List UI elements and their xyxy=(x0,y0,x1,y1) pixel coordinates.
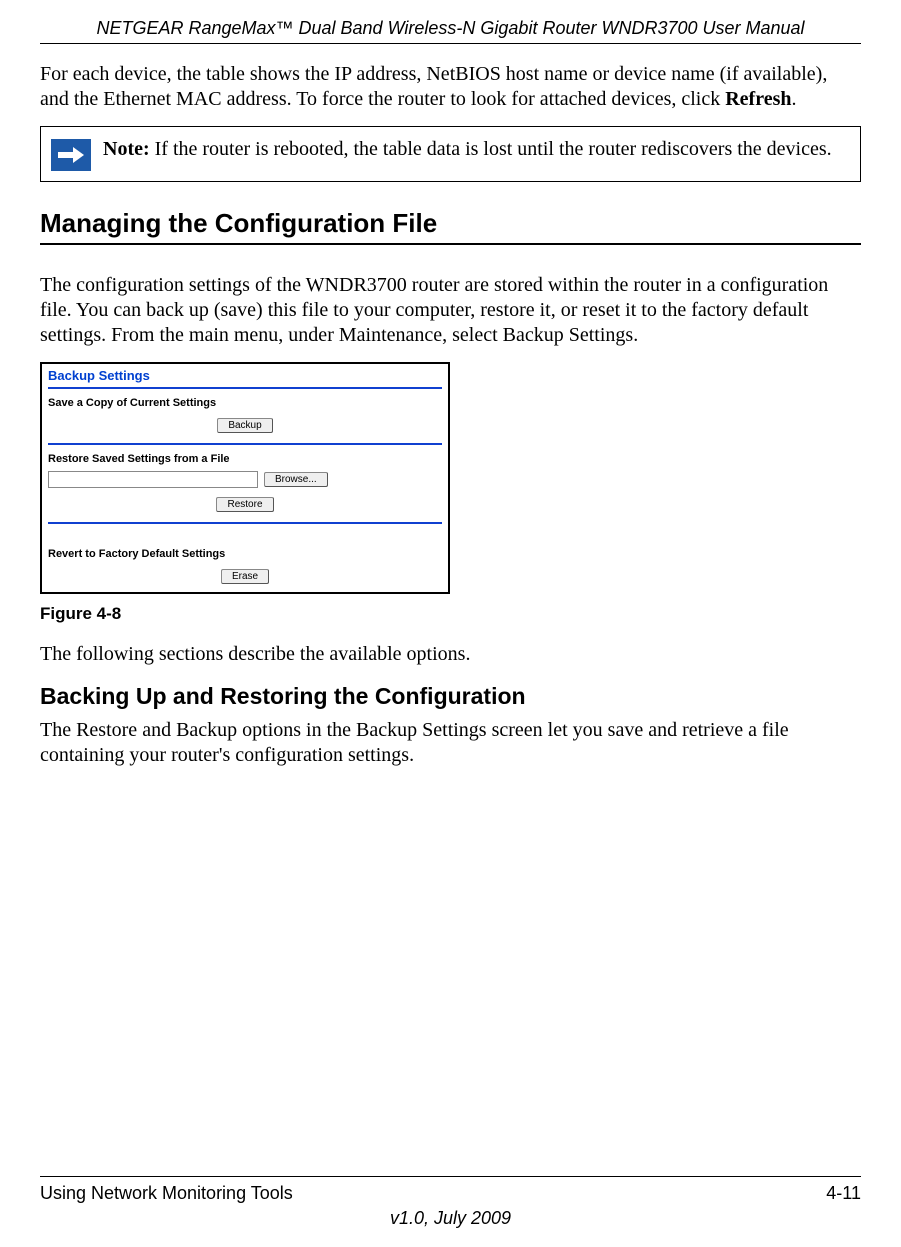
intro-text-1: For each device, the table shows the IP … xyxy=(40,63,827,110)
save-copy-label: Save a Copy of Current Settings xyxy=(42,395,448,413)
restore-file-input[interactable] xyxy=(48,471,258,488)
note-box: Note: If the router is rebooted, the tab… xyxy=(40,126,861,182)
following-sections-paragraph: The following sections describe the avai… xyxy=(40,642,861,667)
backup-row: Backup xyxy=(42,413,448,437)
header-rule xyxy=(40,43,861,44)
footer-row: Using Network Monitoring Tools 4-11 xyxy=(40,1183,861,1204)
restore-backup-paragraph: The Restore and Backup options in the Ba… xyxy=(40,718,861,768)
config-paragraph: The configuration settings of the WNDR37… xyxy=(40,273,861,348)
intro-text-2: . xyxy=(792,88,797,110)
screenshot-title: Backup Settings xyxy=(42,364,448,385)
restore-button[interactable]: Restore xyxy=(216,497,273,512)
section-rule xyxy=(40,243,861,245)
revert-label: Revert to Factory Default Settings xyxy=(42,546,448,564)
footer-right: 4-11 xyxy=(826,1183,861,1204)
intro-paragraph: For each device, the table shows the IP … xyxy=(40,62,861,112)
footer-center: v1.0, July 2009 xyxy=(40,1208,861,1229)
arrow-right-icon xyxy=(51,139,91,171)
page-header-title: NETGEAR RangeMax™ Dual Band Wireless-N G… xyxy=(40,18,861,39)
screenshot-title-rule xyxy=(48,387,442,389)
browse-row: Browse... xyxy=(42,469,448,492)
note-label: Note: xyxy=(103,138,150,160)
erase-button[interactable]: Erase xyxy=(221,569,269,584)
footer-rule xyxy=(40,1176,861,1177)
browse-button[interactable]: Browse... xyxy=(264,472,328,487)
note-icon-wrap xyxy=(51,139,91,171)
subsection-heading-backup: Backing Up and Restoring the Configurati… xyxy=(40,683,861,710)
restore-label: Restore Saved Settings from a File xyxy=(42,451,448,469)
screenshot-rule-1 xyxy=(48,443,442,445)
note-body: If the router is rebooted, the table dat… xyxy=(150,138,832,160)
note-text: Note: If the router is rebooted, the tab… xyxy=(103,137,832,162)
restore-row: Restore xyxy=(42,492,448,516)
refresh-word: Refresh xyxy=(725,88,791,110)
section-heading-managing: Managing the Configuration File xyxy=(40,208,861,239)
footer-left: Using Network Monitoring Tools xyxy=(40,1183,293,1204)
backup-button[interactable]: Backup xyxy=(217,418,272,433)
figure-caption: Figure 4-8 xyxy=(40,604,861,624)
erase-row: Erase xyxy=(42,564,448,588)
screenshot-rule-2 xyxy=(48,522,442,524)
backup-settings-screenshot: Backup Settings Save a Copy of Current S… xyxy=(40,362,450,594)
page-footer: Using Network Monitoring Tools 4-11 v1.0… xyxy=(40,1176,861,1229)
